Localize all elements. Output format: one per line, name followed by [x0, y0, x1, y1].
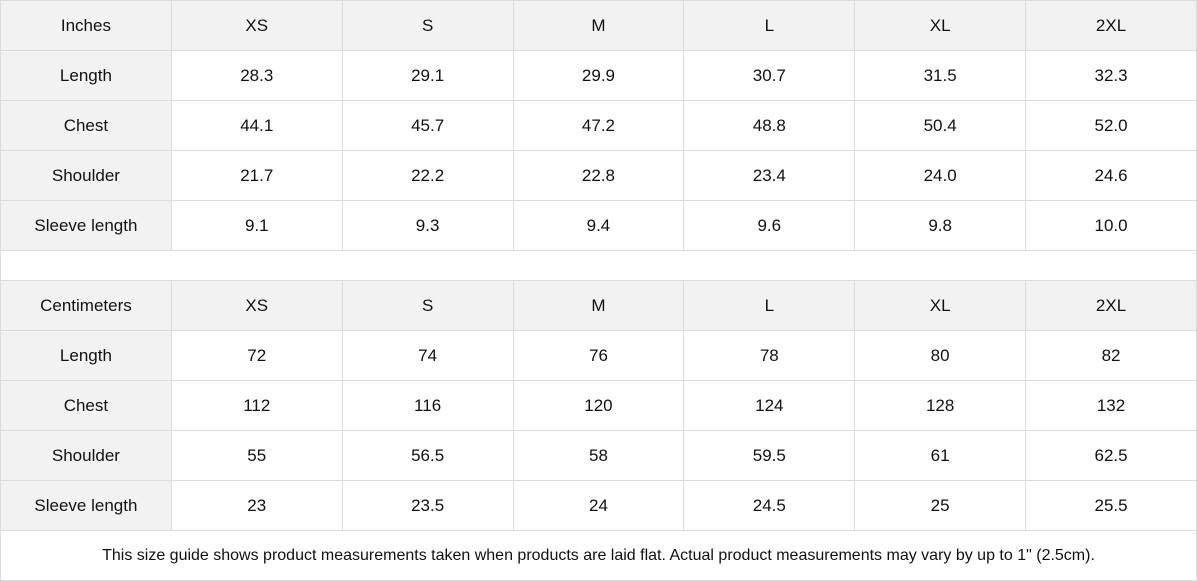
measurement-row: Chest 112 116 120 124 128 132: [0, 380, 1197, 431]
measurement-value: 61: [854, 430, 1027, 481]
measurement-value: 82: [1025, 330, 1197, 381]
measurement-value: 21.7: [170, 150, 343, 201]
measurement-value: 72: [170, 330, 343, 381]
spacer-cell: [0, 250, 1197, 281]
size-header: XS: [170, 280, 343, 331]
measurement-value: 128: [854, 380, 1027, 431]
measurement-value: 52.0: [1025, 100, 1197, 151]
measurement-value: 62.5: [1025, 430, 1197, 481]
measurement-value: 45.7: [341, 100, 514, 151]
measurement-row: Sleeve length 23 23.5 24 24.5 25 25.5: [0, 480, 1197, 531]
measurement-value: 56.5: [341, 430, 514, 481]
measurement-value: 29.9: [512, 50, 685, 101]
measurement-value: 120: [512, 380, 685, 431]
unit-label: Inches: [0, 0, 172, 51]
measurement-value: 29.1: [341, 50, 514, 101]
size-header: M: [512, 0, 685, 51]
measurement-value: 9.3: [341, 200, 514, 251]
measurement-value: 25: [854, 480, 1027, 531]
table-spacer: [0, 250, 1197, 281]
measurement-value: 58: [512, 430, 685, 481]
measurement-value: 55: [170, 430, 343, 481]
measurement-value: 9.1: [170, 200, 343, 251]
size-header: L: [683, 0, 856, 51]
measurement-label: Sleeve length: [0, 480, 172, 531]
measurement-value: 24.6: [1025, 150, 1197, 201]
size-header: S: [341, 0, 514, 51]
measurement-value: 22.2: [341, 150, 514, 201]
measurement-value: 22.8: [512, 150, 685, 201]
measurement-value: 116: [341, 380, 514, 431]
size-header: XL: [854, 280, 1027, 331]
measurement-value: 76: [512, 330, 685, 381]
size-header: M: [512, 280, 685, 331]
measurement-value: 23.5: [341, 480, 514, 531]
measurement-value: 24.0: [854, 150, 1027, 201]
note-row: This size guide shows product measuremen…: [0, 530, 1197, 581]
size-header: XL: [854, 0, 1027, 51]
measurement-value: 47.2: [512, 100, 685, 151]
size-header: S: [341, 280, 514, 331]
measurement-label: Sleeve length: [0, 200, 172, 251]
measurement-value: 59.5: [683, 430, 856, 481]
measurement-value: 74: [341, 330, 514, 381]
measurement-value: 9.6: [683, 200, 856, 251]
measurement-value: 10.0: [1025, 200, 1197, 251]
size-header: L: [683, 280, 856, 331]
measurement-value: 23.4: [683, 150, 856, 201]
unit-label: Centimeters: [0, 280, 172, 331]
measurement-row: Sleeve length 9.1 9.3 9.4 9.6 9.8 10.0: [0, 200, 1197, 251]
measurement-row: Chest 44.1 45.7 47.2 48.8 50.4 52.0: [0, 100, 1197, 151]
measurement-row: Shoulder 21.7 22.2 22.8 23.4 24.0 24.6: [0, 150, 1197, 201]
measurement-value: 9.8: [854, 200, 1027, 251]
size-guide-note: This size guide shows product measuremen…: [0, 530, 1197, 581]
size-header: 2XL: [1025, 0, 1197, 51]
measurement-value: 23: [170, 480, 343, 531]
measurement-row: Shoulder 55 56.5 58 59.5 61 62.5: [0, 430, 1197, 481]
measurement-value: 50.4: [854, 100, 1027, 151]
measurement-value: 80: [854, 330, 1027, 381]
measurement-label: Shoulder: [0, 430, 172, 481]
measurement-label: Shoulder: [0, 150, 172, 201]
measurement-value: 31.5: [854, 50, 1027, 101]
measurement-value: 124: [683, 380, 856, 431]
measurement-value: 44.1: [170, 100, 343, 151]
measurement-value: 25.5: [1025, 480, 1197, 531]
measurement-value: 78: [683, 330, 856, 381]
measurement-value: 32.3: [1025, 50, 1197, 101]
measurement-value: 28.3: [170, 50, 343, 101]
measurement-value: 112: [170, 380, 343, 431]
measurement-label: Chest: [0, 380, 172, 431]
centimeters-header-row: Centimeters XS S M L XL 2XL: [0, 280, 1197, 331]
measurement-row: Length 28.3 29.1 29.9 30.7 31.5 32.3: [0, 50, 1197, 101]
measurement-label: Length: [0, 330, 172, 381]
measurement-value: 24.5: [683, 480, 856, 531]
measurement-value: 30.7: [683, 50, 856, 101]
measurement-value: 132: [1025, 380, 1197, 431]
measurement-label: Chest: [0, 100, 172, 151]
measurement-value: 9.4: [512, 200, 685, 251]
measurement-value: 48.8: [683, 100, 856, 151]
measurement-row: Length 72 74 76 78 80 82: [0, 330, 1197, 381]
size-header: XS: [170, 0, 343, 51]
size-header: 2XL: [1025, 280, 1197, 331]
inches-header-row: Inches XS S M L XL 2XL: [0, 0, 1197, 51]
measurement-label: Length: [0, 50, 172, 101]
measurement-value: 24: [512, 480, 685, 531]
